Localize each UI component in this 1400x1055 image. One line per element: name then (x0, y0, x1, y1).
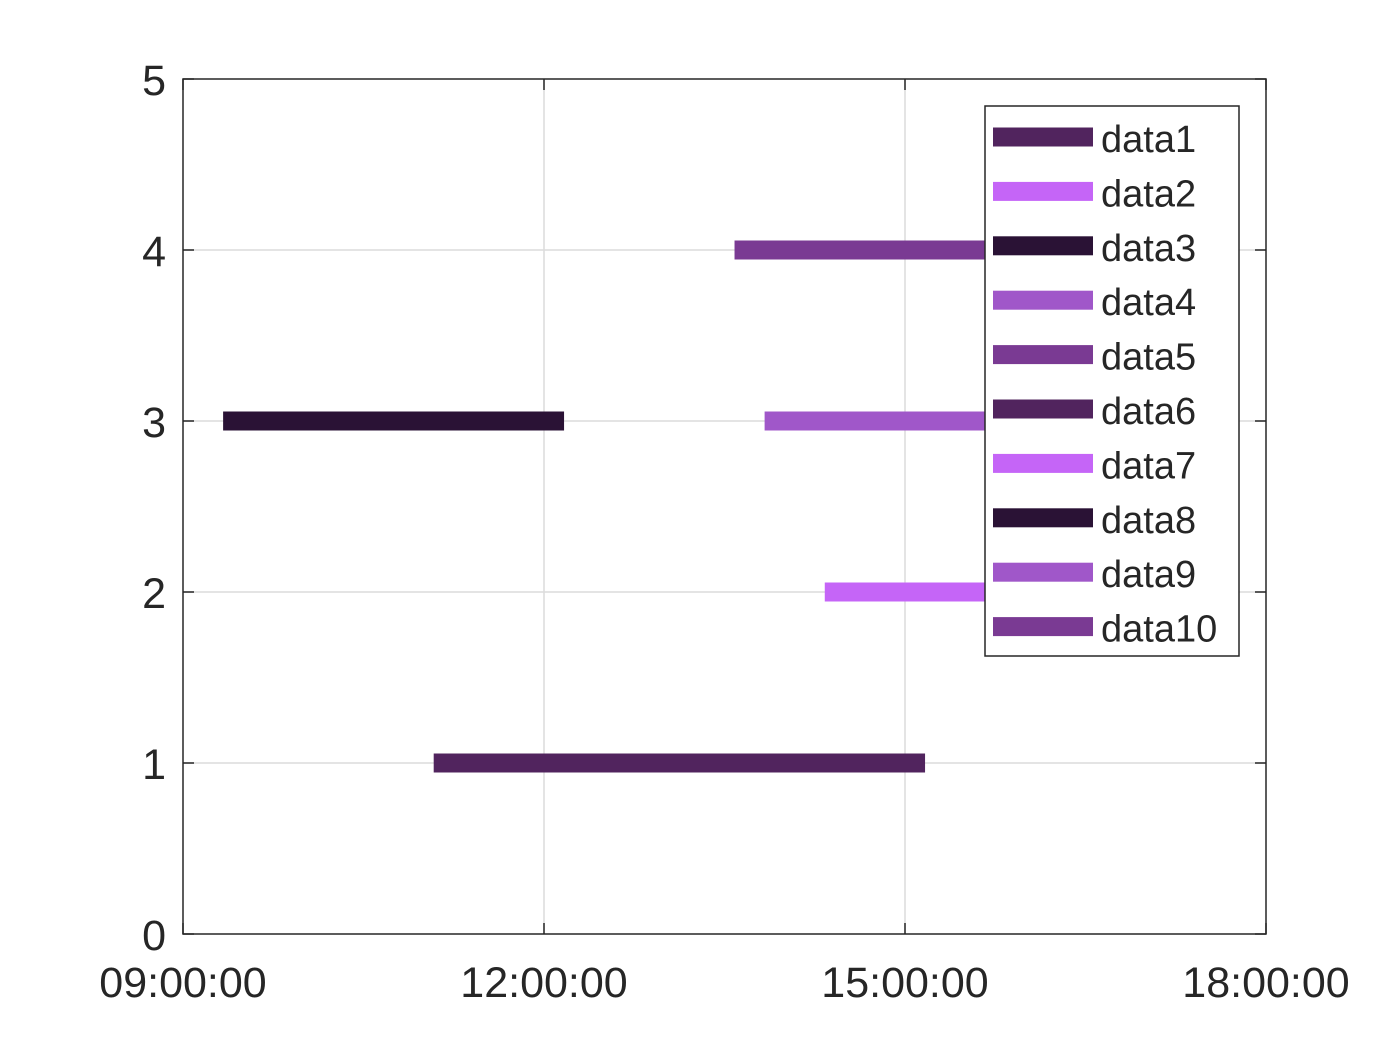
x-tick-label: 18:00:00 (1182, 959, 1349, 1007)
x-tick-label: 15:00:00 (821, 959, 988, 1007)
y-tick-label: 5 (142, 57, 166, 105)
legend-swatch-data1 (993, 127, 1093, 147)
legend-label-data10: data10 (1101, 609, 1217, 651)
legend-swatch-data9 (993, 562, 1093, 582)
legend-swatch-data6 (993, 399, 1093, 419)
legend-swatch-data3 (993, 236, 1093, 256)
legend-label-data6: data6 (1101, 391, 1196, 433)
x-tick-label: 09:00:00 (99, 959, 266, 1007)
bar-data3 (223, 411, 565, 431)
y-tick-label: 2 (142, 570, 166, 618)
x-tick-label: 12:00:00 (460, 959, 627, 1007)
legend-swatch-data4 (993, 290, 1093, 310)
legend: data1 data2 data3 data4 data5 data6 data7 data8… (984, 105, 1240, 657)
plot-area-border (182, 78, 1267, 935)
legend-swatch-data2 (993, 181, 1093, 201)
y-tick-label: 0 (142, 912, 166, 960)
y-tick-label: 1 (142, 741, 166, 789)
y-axis-tick-labels: 0 1 2 3 4 5 (142, 57, 166, 960)
legend-label-data2: data2 (1101, 173, 1196, 215)
legend-swatch-data5 (993, 345, 1093, 365)
x-axis-tick-labels: 09:00:00 12:00:00 15:00:00 18:00:00 (99, 959, 1349, 1007)
y-tick-label: 3 (142, 399, 166, 447)
bar-data1 (433, 753, 926, 773)
legend-swatch-data7 (993, 453, 1093, 473)
legend-label-data4: data4 (1101, 282, 1196, 324)
legend-label-data9: data9 (1101, 554, 1196, 596)
legend-label-data8: data8 (1101, 500, 1196, 542)
legend-label-data3: data3 (1101, 228, 1196, 270)
legend-label-data5: data5 (1101, 337, 1196, 379)
axis-ticks (182, 78, 1267, 935)
y-tick-label: 4 (142, 228, 166, 276)
legend-label-data7: data7 (1101, 445, 1196, 487)
legend-swatch-data8 (993, 508, 1093, 528)
legend-label-data1: data1 (1101, 119, 1196, 161)
legend-swatch-data10 (993, 617, 1093, 637)
